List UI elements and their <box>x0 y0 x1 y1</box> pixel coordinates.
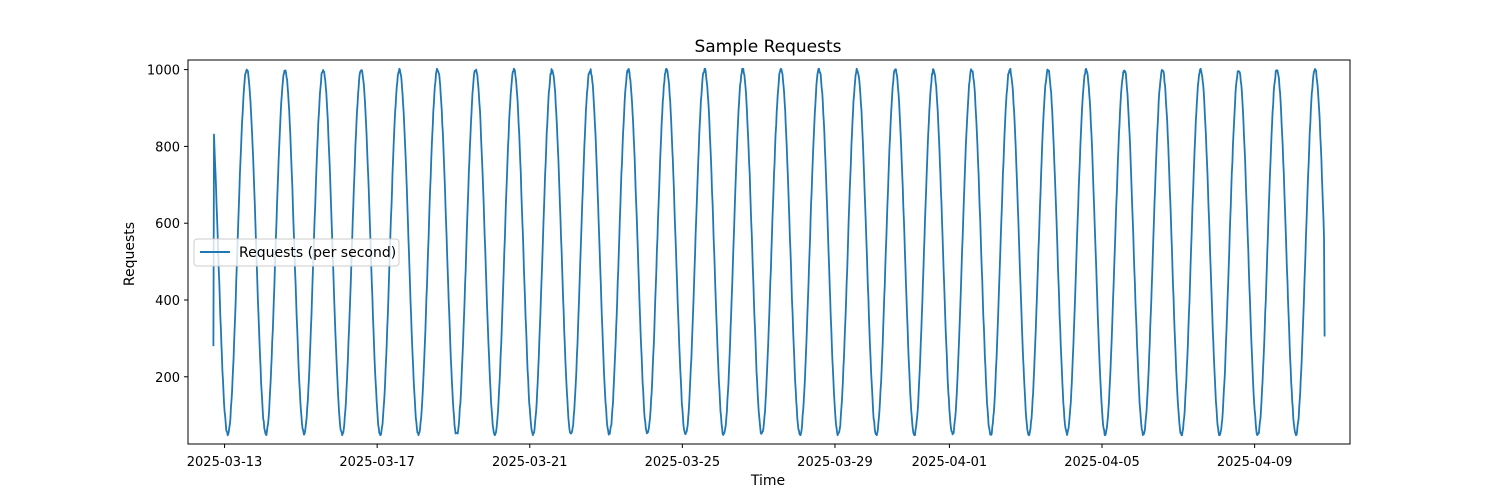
x-tick-label: 2025-04-01 <box>912 455 988 470</box>
y-axis-label: Requests <box>122 222 138 286</box>
legend-box <box>193 238 400 267</box>
x-tick-label: 2025-03-29 <box>797 455 873 470</box>
legend-label: Requests (per second) <box>239 245 396 261</box>
legend: Requests (per second) <box>193 238 400 267</box>
chart-title: Sample Requests <box>694 37 841 57</box>
x-tick-label: 2025-03-21 <box>492 455 568 470</box>
y-tick-label: 200 <box>155 371 180 386</box>
plot-area <box>212 67 1326 437</box>
y-tick-label: 600 <box>155 217 180 232</box>
x-tick-label: 2025-03-17 <box>339 455 415 470</box>
x-tick-label: 2025-03-25 <box>645 455 721 470</box>
x-axis: 2025-03-13 2025-03-17 2025-03-21 2025-03-25… <box>187 444 1293 470</box>
y-tick-label: 800 <box>155 140 180 155</box>
x-tick-label: 2025-04-09 <box>1217 455 1293 470</box>
y-axis: 200 400 600 800 1000 <box>147 64 188 386</box>
x-tick-label: 2025-04-05 <box>1064 455 1140 470</box>
axes-frame <box>187 59 1351 445</box>
series-line-requests <box>212 67 1326 437</box>
x-axis-label: Time <box>750 473 785 489</box>
y-tick-label: 400 <box>155 294 180 309</box>
x-tick-label: 2025-03-13 <box>187 455 263 470</box>
y-tick-label: 1000 <box>147 64 180 79</box>
